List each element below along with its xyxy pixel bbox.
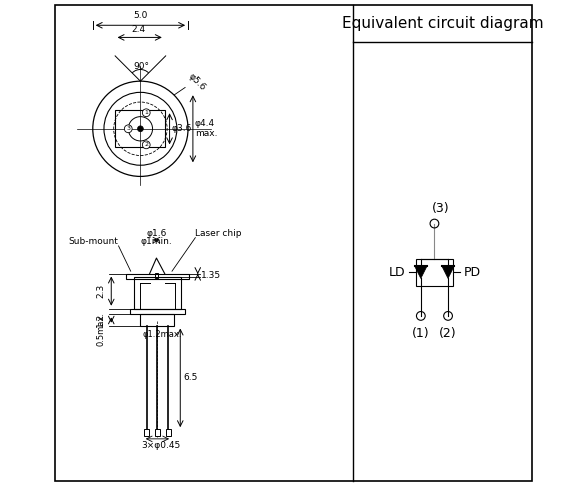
Text: φ4.4
max.: φ4.4 max. [195, 119, 217, 139]
Text: 2: 2 [144, 142, 149, 147]
Bar [114, 110, 165, 147]
Text: φ5.6: φ5.6 [187, 72, 207, 93]
Circle shape [137, 126, 143, 132]
Text: (3): (3) [431, 202, 449, 215]
Bar [134, 277, 181, 309]
Text: 2.4: 2.4 [131, 24, 145, 34]
Text: 6.5: 6.5 [183, 373, 198, 382]
Text: LD: LD [389, 266, 405, 278]
Text: 5.0: 5.0 [133, 11, 147, 20]
Text: (2): (2) [439, 327, 457, 340]
Bar [416, 259, 453, 286]
Text: φ1.6: φ1.6 [146, 228, 167, 238]
Bar [155, 429, 160, 436]
Bar [130, 309, 185, 314]
Text: 1.35: 1.35 [201, 271, 221, 280]
Text: φ3.6: φ3.6 [172, 124, 193, 133]
Text: PD: PD [464, 266, 481, 278]
Text: Sub-mount: Sub-mount [69, 237, 119, 246]
Text: Laser chip: Laser chip [195, 228, 242, 238]
Text: Equivalent circuit diagram: Equivalent circuit diagram [342, 16, 544, 31]
Text: (1): (1) [412, 327, 430, 340]
Text: 1: 1 [144, 110, 148, 115]
Text: 3: 3 [126, 126, 130, 131]
Circle shape [143, 109, 150, 117]
Bar [126, 274, 189, 279]
Text: φ1min.: φ1min. [140, 237, 173, 246]
Text: φ1.2max.: φ1.2max. [143, 330, 183, 339]
Text: 2.3: 2.3 [96, 284, 106, 298]
Text: 3×φ0.45: 3×φ0.45 [141, 441, 181, 450]
Bar [166, 429, 171, 436]
Bar [154, 273, 158, 278]
Bar [140, 314, 174, 326]
Circle shape [124, 125, 132, 133]
Text: 90°: 90° [134, 62, 150, 71]
Bar [144, 429, 149, 436]
Polygon shape [442, 266, 454, 278]
Polygon shape [414, 266, 427, 278]
Circle shape [143, 141, 150, 149]
Text: 0.5max.: 0.5max. [96, 312, 106, 346]
Text: 1.2: 1.2 [96, 313, 106, 327]
